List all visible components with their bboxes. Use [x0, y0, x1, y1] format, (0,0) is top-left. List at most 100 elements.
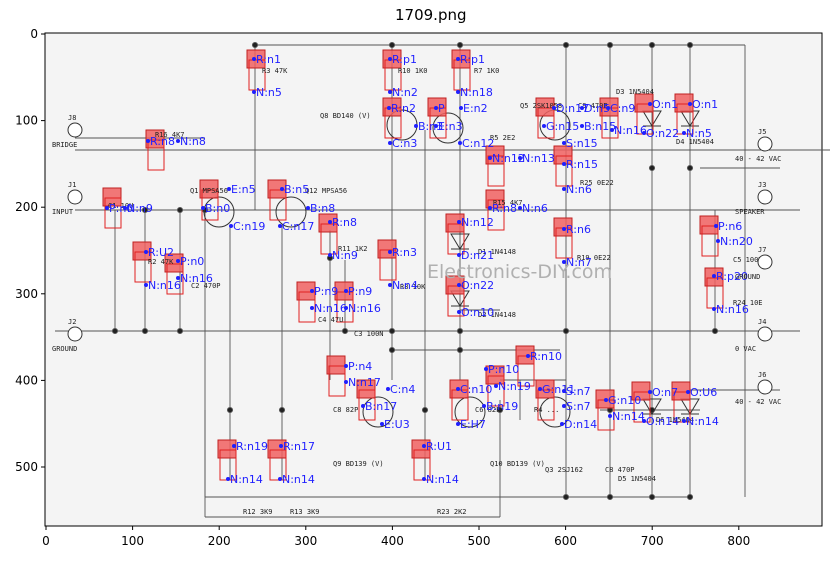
pin-dot: [388, 57, 392, 61]
component-label: R11 1K2: [338, 245, 368, 253]
pin-dot: [422, 444, 426, 448]
x-tick-label: 0: [42, 534, 50, 548]
component-label: Q12 MPSA56: [305, 187, 347, 195]
junction-dot: [176, 206, 184, 214]
pin-dot: [488, 206, 492, 210]
pin-dot: [562, 141, 566, 145]
pin-dot: [562, 227, 566, 231]
pin-label: G:n10: [608, 394, 641, 407]
chart-title: 1709.png: [395, 6, 467, 24]
pin-dot: [279, 444, 283, 448]
pin-dot: [434, 106, 438, 110]
pin-label: P:n10: [488, 363, 519, 376]
pin-dot: [386, 387, 390, 391]
component-label: Q1 MPSA56: [190, 187, 228, 195]
component-outline: [384, 59, 402, 91]
transistor-symbol: [203, 196, 235, 228]
pin-dot: [387, 106, 391, 110]
y-tick-label: 200: [15, 200, 38, 214]
pin-label: R:n10: [530, 350, 562, 363]
pin-label: R:U2: [148, 246, 174, 259]
component-outline: [447, 285, 465, 317]
pin-marker-box: [199, 179, 219, 199]
pin-label: B:n19: [486, 400, 518, 413]
pin-dot: [388, 250, 392, 254]
component-label: Q8 BD140 (V): [320, 112, 371, 120]
pin-label: R:n8: [492, 202, 517, 215]
component-outline: [453, 59, 471, 91]
x-tick-label: 300: [294, 534, 317, 548]
pin-label: B:n17: [365, 400, 397, 413]
junction-dot: [496, 406, 504, 414]
component-boxes: [102, 49, 724, 481]
pin-label: N:n13: [522, 152, 555, 165]
component-label: C2 470P: [191, 282, 221, 290]
pin-marker-box: [451, 49, 471, 69]
transistor-symbol: [275, 196, 307, 228]
connector-terminal: [757, 379, 773, 395]
connector-name: 0 VAC: [735, 345, 756, 353]
pin-marker-box: [411, 439, 431, 459]
component-label: Q9 BD139 (V): [333, 460, 384, 468]
component-outline: [633, 391, 651, 423]
pin-dot: [252, 57, 256, 61]
pin-label: N:n14: [282, 473, 315, 486]
pin-dot: [310, 306, 314, 310]
pin-label: N:n7: [566, 256, 592, 269]
component-label: D5 1N5404: [618, 475, 656, 483]
junction-dot: [606, 493, 614, 501]
pin-dot: [642, 131, 646, 135]
pin-marker-box: [326, 355, 346, 375]
junction-dot: [686, 41, 694, 49]
pin-label: B:n5: [284, 183, 309, 196]
pin-label: G:n11: [542, 383, 575, 396]
pin-label: R:n8: [150, 135, 175, 148]
component-outline: [269, 449, 287, 481]
pin-dot: [648, 390, 652, 394]
component-label: C6 82P: [475, 406, 500, 414]
connector-terminal: [67, 122, 83, 138]
component-label: R25 0E22: [580, 179, 614, 187]
pin-marker-box: [515, 345, 535, 365]
pin-dot: [457, 253, 461, 257]
pin-dot: [562, 162, 566, 166]
pin-marker-box: [132, 241, 152, 261]
pin-label: C:n19: [233, 220, 265, 233]
pin-dot: [518, 156, 522, 160]
x-tick-label: 600: [554, 534, 577, 548]
component-label: Q3 2SJ162: [545, 466, 583, 474]
pin-label: N:n16: [148, 279, 181, 292]
pin-label: C:n9: [610, 102, 635, 115]
junction-dot: [562, 327, 570, 335]
pin-label: P:n4: [348, 360, 372, 373]
pin-label: O:n1: [692, 98, 718, 111]
pin-dot: [105, 206, 109, 210]
pin-label: E:n3: [438, 120, 463, 133]
pin-dot: [361, 404, 365, 408]
pin-label: O:n7: [652, 386, 678, 399]
component-label: R13 3K9: [290, 508, 320, 516]
pin-marker-box: [296, 281, 316, 301]
pin-label: D:n17: [556, 102, 589, 115]
pin-label: O:U6: [690, 386, 717, 399]
pin-dot: [610, 128, 614, 132]
pin-dot: [226, 477, 230, 481]
pin-dot: [538, 387, 542, 391]
component-outline: [269, 189, 287, 221]
pin-label: B:n0: [205, 202, 230, 215]
pin-marker-box: [164, 253, 184, 273]
transistor-symbol: [432, 112, 464, 144]
pin-dot: [562, 389, 566, 393]
pin-marker-box: [671, 381, 691, 401]
x-tick-label: 100: [121, 534, 144, 548]
pin-dot: [604, 398, 608, 402]
pin-label: D:n5: [584, 102, 610, 115]
pin-dot: [456, 387, 460, 391]
pin-dot: [518, 206, 522, 210]
junction-dot: [562, 41, 570, 49]
pin-label: G:n15: [546, 120, 579, 133]
component-outline: [537, 389, 555, 421]
pin-label: S:n15: [566, 137, 598, 150]
